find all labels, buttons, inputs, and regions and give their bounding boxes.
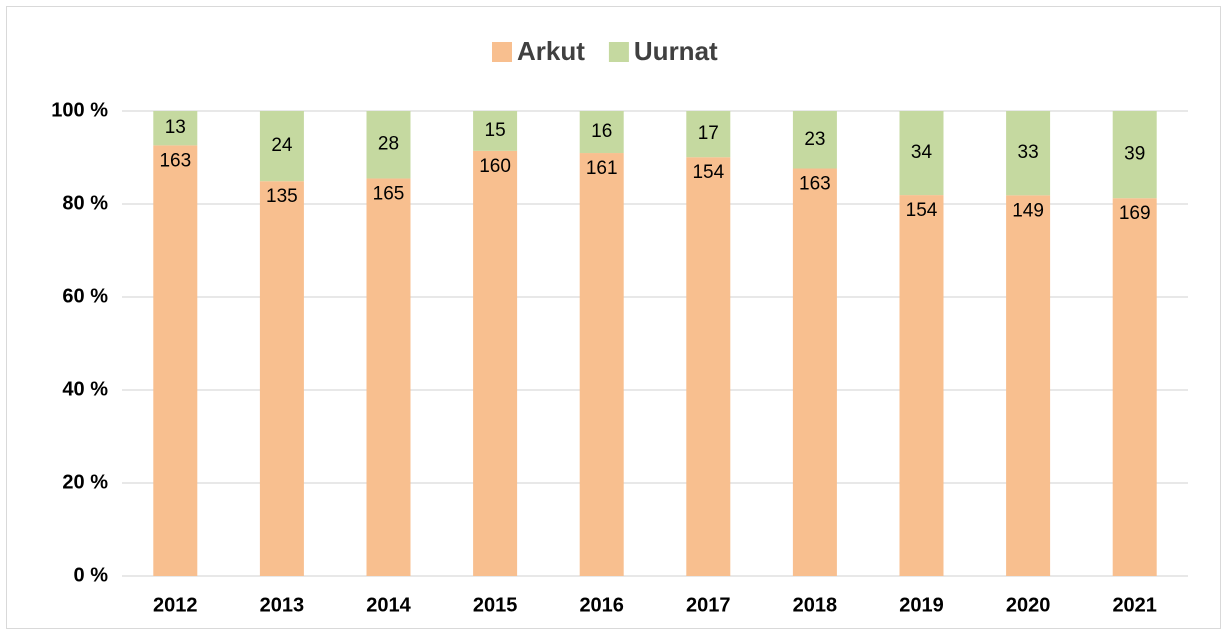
data-label: 154 bbox=[692, 162, 724, 183]
x-tick-label: 2014 bbox=[366, 594, 411, 616]
bar-segment bbox=[792, 168, 837, 576]
data-label: 39 bbox=[1124, 144, 1145, 165]
bar-segment bbox=[259, 111, 304, 182]
bar-segment bbox=[1006, 111, 1051, 196]
x-tick-label: 2018 bbox=[793, 594, 838, 616]
bar-segment bbox=[473, 111, 518, 151]
y-tick-label: 60 % bbox=[62, 285, 108, 307]
x-tick-label: 2021 bbox=[1112, 594, 1157, 616]
x-tick-label: 2019 bbox=[899, 594, 944, 616]
bar-segment bbox=[686, 157, 731, 576]
data-label: 149 bbox=[1012, 200, 1044, 221]
bar-segment bbox=[899, 111, 944, 196]
y-tick-label: 0 % bbox=[74, 564, 109, 586]
x-tick-label: 2017 bbox=[686, 594, 731, 616]
bar-segment bbox=[1006, 195, 1051, 577]
legend-swatch bbox=[608, 42, 629, 62]
bar-segment bbox=[366, 111, 411, 179]
data-label: 154 bbox=[906, 200, 938, 221]
x-tick-label: 2015 bbox=[473, 594, 518, 616]
bar-segment bbox=[366, 178, 411, 577]
bar-segment bbox=[579, 153, 624, 576]
legend-swatch bbox=[492, 42, 512, 62]
legend-label: Arkut bbox=[517, 36, 585, 66]
x-tick-label: 2016 bbox=[579, 594, 624, 616]
y-tick-label: 20 % bbox=[62, 471, 108, 493]
x-tick-label: 2020 bbox=[1006, 594, 1051, 616]
data-label: 15 bbox=[485, 120, 506, 141]
data-label: 33 bbox=[1018, 142, 1039, 163]
data-label: 161 bbox=[586, 158, 618, 179]
bar-segment bbox=[792, 111, 837, 169]
data-label: 135 bbox=[266, 186, 298, 207]
data-label: 24 bbox=[271, 135, 293, 156]
data-label: 17 bbox=[698, 123, 719, 144]
data-label: 160 bbox=[479, 156, 511, 177]
bar-segment bbox=[1112, 111, 1157, 199]
y-tick-label: 100 % bbox=[51, 99, 108, 121]
bar-segment bbox=[259, 181, 304, 577]
data-label: 13 bbox=[165, 117, 186, 138]
y-tick-label: 80 % bbox=[62, 192, 108, 214]
data-label: 16 bbox=[591, 121, 612, 142]
bar-segment bbox=[153, 145, 198, 576]
data-label: 163 bbox=[799, 174, 831, 195]
legend-label: Uurnat bbox=[634, 36, 718, 66]
data-label: 34 bbox=[911, 142, 933, 163]
bar-segment bbox=[899, 195, 944, 576]
data-label: 169 bbox=[1119, 203, 1151, 224]
x-tick-label: 2012 bbox=[153, 594, 198, 616]
data-label: 163 bbox=[159, 150, 191, 171]
data-label: 28 bbox=[378, 134, 399, 155]
bar-segment bbox=[686, 111, 731, 158]
y-tick-label: 40 % bbox=[62, 378, 108, 400]
data-label: 23 bbox=[804, 129, 825, 150]
bar-segment bbox=[473, 150, 518, 576]
bar-segment bbox=[153, 111, 198, 146]
x-tick-label: 2013 bbox=[260, 594, 305, 616]
data-label: 165 bbox=[373, 183, 405, 204]
bar-segment bbox=[1112, 198, 1157, 576]
bar-segment bbox=[579, 111, 624, 154]
